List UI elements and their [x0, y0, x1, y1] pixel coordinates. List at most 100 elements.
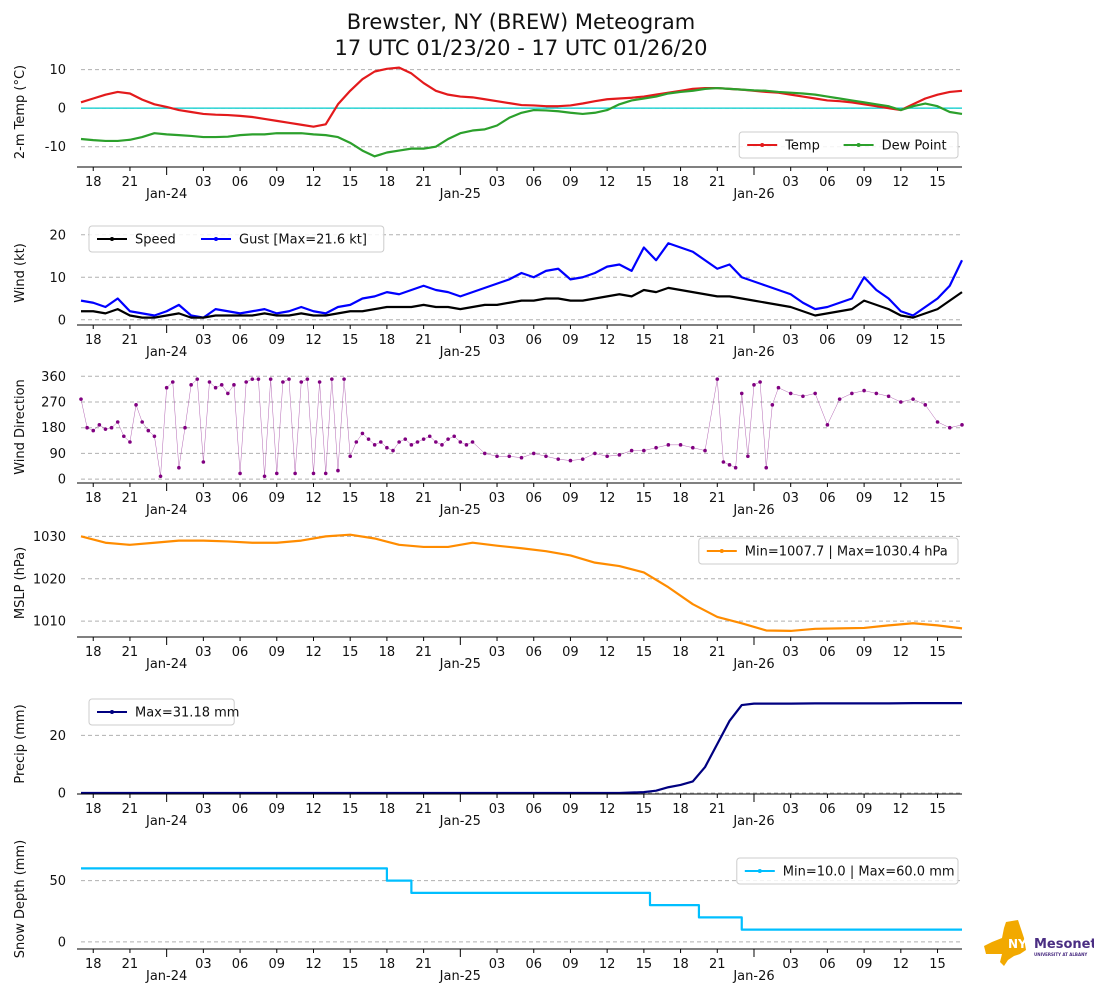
x-tick-label-dir: 03	[782, 491, 799, 506]
data-point-dir	[385, 445, 389, 450]
x-tick-label-precip: 18	[85, 802, 102, 817]
legend-box-snow	[736, 857, 959, 885]
x-tick-label-precip: 12	[599, 802, 616, 817]
x-tick-label-precip: 03	[782, 802, 799, 817]
data-point-dir	[776, 385, 781, 390]
x-tick-label-mslp: 09	[562, 645, 579, 660]
panel-wind: 0 10 20 Wind (kt) 18 21 03 06 09 12 15 18 21 03 06 09 12…	[13, 225, 963, 360]
data-point-dir	[531, 451, 536, 456]
x-tick-label-precip: 09	[269, 802, 286, 817]
legend-label-temp: Temp	[784, 139, 820, 154]
x-tick-label-snow: 03	[195, 957, 212, 972]
x-tick-label-dir: 09	[856, 491, 873, 506]
x-tick-label-temp: 18	[85, 175, 102, 190]
x-day-label-temp: Jan-25	[439, 187, 481, 202]
x-tick-label-wind: 12	[305, 333, 322, 348]
data-point-dir	[666, 443, 671, 447]
data-point-dir	[177, 465, 181, 470]
data-point-dir	[556, 457, 561, 461]
x-tick-label-wind: 12	[599, 333, 616, 348]
y-tick-label-snow: 0	[58, 935, 66, 950]
data-point-dir	[134, 403, 138, 407]
x-tick-label-temp: 21	[122, 175, 139, 190]
data-point-dir	[446, 437, 450, 441]
data-point-dir	[348, 454, 352, 459]
legend-label-wind: Speed	[135, 233, 176, 248]
data-point-dir	[256, 377, 261, 381]
data-point-dir	[238, 471, 242, 476]
data-point-dir	[226, 391, 230, 396]
x-tick-label-snow: 06	[525, 957, 542, 972]
data-point-dir	[440, 443, 444, 447]
data-point-dir	[605, 454, 609, 459]
x-tick-label-wind: 06	[525, 333, 542, 348]
x-tick-label-wind: 18	[85, 333, 102, 348]
x-tick-label-temp: 12	[893, 175, 910, 190]
data-point-dir	[911, 397, 915, 401]
x-tick-label-temp: 09	[562, 175, 579, 190]
legend-box-precip	[88, 698, 235, 726]
x-tick-label-precip: 15	[636, 802, 653, 817]
x-tick-label-temp: 15	[636, 175, 653, 190]
legend-snow: Min=10.0 | Max=60.0 mm	[736, 857, 959, 885]
data-point-dir	[801, 394, 805, 399]
x-day-label-snow: Jan-26	[732, 969, 774, 984]
x-tick-label-mslp: 18	[672, 645, 689, 660]
series-connector-dir	[80, 378, 963, 477]
x-tick-label-wind: 15	[929, 333, 946, 348]
x-day-label-wind: Jan-25	[439, 345, 481, 360]
x-tick-label-wind: 18	[672, 333, 689, 348]
x-day-label-mslp: Jan-24	[145, 657, 187, 672]
data-point-dir	[758, 380, 762, 384]
x-tick-label-precip: 03	[195, 802, 212, 817]
y-tick-label-mslp: 1020	[33, 572, 66, 587]
x-tick-label-mslp: 21	[709, 645, 726, 660]
x-tick-label-precip: 18	[672, 802, 689, 817]
data-point-dir	[452, 434, 457, 439]
data-point-dir	[122, 434, 126, 439]
logo-nys-text: NYS	[1008, 937, 1035, 951]
data-point-dir	[593, 451, 597, 456]
data-point-dir	[372, 443, 377, 447]
chart-title: Brewster, NY (BREW) Meteogram 17 UTC 01/…	[335, 10, 708, 60]
x-day-label-mslp: Jan-26	[732, 657, 774, 672]
x-tick-label-mslp: 06	[232, 645, 249, 660]
logo-subtitle-text: UNIVERSITY AT ALBANY	[1034, 952, 1087, 957]
x-tick-label-snow: 18	[672, 957, 689, 972]
legend-mslp: Min=1007.7 | Max=1030.4 hPa	[698, 537, 959, 565]
legend-label-precip: Max=31.18 mm	[135, 706, 239, 721]
x-tick-label-mslp: 15	[636, 645, 653, 660]
data-point-dir	[544, 454, 548, 459]
legend-marker-precip	[110, 710, 114, 714]
x-tick-label-mslp: 03	[782, 645, 799, 660]
y-tick-label-wind: 0	[58, 313, 66, 328]
x-tick-label-mslp: 15	[342, 645, 359, 660]
data-point-dir	[281, 380, 285, 384]
x-day-label-mslp: Jan-25	[439, 657, 481, 672]
data-point-dir	[935, 420, 940, 424]
x-tick-label-precip: 09	[856, 802, 873, 817]
data-point-dir	[960, 423, 964, 427]
data-point-dir	[201, 460, 206, 464]
data-point-dir	[770, 403, 775, 407]
data-point-dir	[97, 423, 102, 427]
y-tick-label-precip: 20	[49, 729, 66, 744]
x-tick-label-precip: 21	[709, 802, 726, 817]
x-tick-label-dir: 18	[379, 491, 396, 506]
x-tick-label-mslp: 18	[85, 645, 102, 660]
legend-temp: Temp Dew Point	[738, 131, 959, 159]
x-tick-label-wind: 21	[415, 333, 432, 348]
x-tick-label-dir: 06	[525, 491, 542, 506]
x-tick-label-wind: 09	[562, 333, 579, 348]
x-tick-label-wind: 09	[269, 333, 286, 348]
x-tick-label-mslp: 18	[379, 645, 396, 660]
x-day-label-temp: Jan-24	[145, 187, 187, 202]
panel-mslp: 1010 1020 1030 MSLP (hPa) 18 21 03 06 09 12 15 18 21…	[13, 530, 963, 672]
data-point-dir	[721, 460, 726, 464]
x-tick-label-precip: 06	[525, 802, 542, 817]
x-tick-label-dir: 12	[305, 491, 322, 506]
y-tick-label-dir: 360	[41, 370, 66, 385]
y-axis-label-temp: 2-m Temp (°C)	[13, 65, 28, 159]
data-point-dir	[152, 434, 157, 439]
x-tick-label-wind: 21	[709, 333, 726, 348]
